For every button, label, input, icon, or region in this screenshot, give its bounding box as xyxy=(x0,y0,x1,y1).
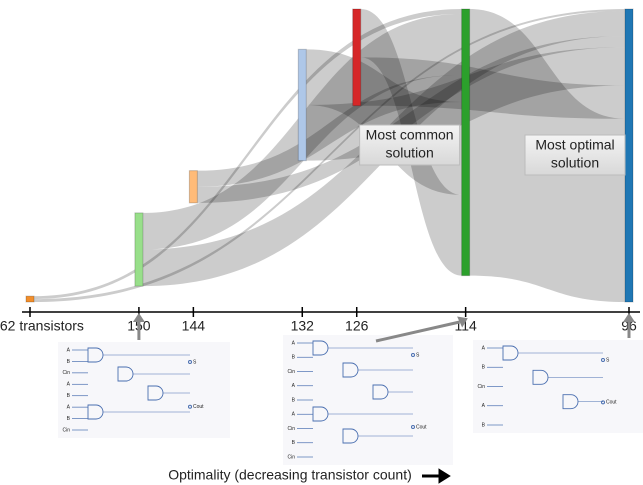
circuit-thumbnail xyxy=(58,342,230,438)
x-tick-label: 144 xyxy=(182,318,206,334)
chart: 162 transistors15014413212611496Most com… xyxy=(0,0,643,485)
annotation: solution xyxy=(551,155,599,171)
x-tick-label: 126 xyxy=(345,318,369,334)
circuit-output: Cout xyxy=(416,424,427,430)
circuit-input: Cin xyxy=(287,454,295,460)
circuit-output: Cout xyxy=(193,404,204,410)
node xyxy=(26,296,34,302)
annotation: Most common xyxy=(366,127,454,143)
axis-arrow xyxy=(422,471,448,481)
x-tick-label: 162 transistors xyxy=(0,318,84,334)
circuit-input: Cin xyxy=(477,384,485,390)
circuit-output: Cout xyxy=(606,400,617,406)
node xyxy=(462,9,470,276)
x-axis-label: Optimality (decreasing transistor count) xyxy=(168,467,412,483)
circuit-input: Cin xyxy=(62,370,70,376)
node xyxy=(625,9,633,302)
node xyxy=(189,171,197,203)
node xyxy=(353,9,361,106)
circuit-input: Cin xyxy=(287,426,295,432)
circuit-input: Cin xyxy=(62,427,70,433)
annotation: Most optimal xyxy=(535,137,614,153)
node xyxy=(135,213,143,286)
annotation: solution xyxy=(386,145,434,161)
circuit-input: Cin xyxy=(287,369,295,375)
x-tick-label: 132 xyxy=(291,318,315,334)
node xyxy=(298,49,306,160)
